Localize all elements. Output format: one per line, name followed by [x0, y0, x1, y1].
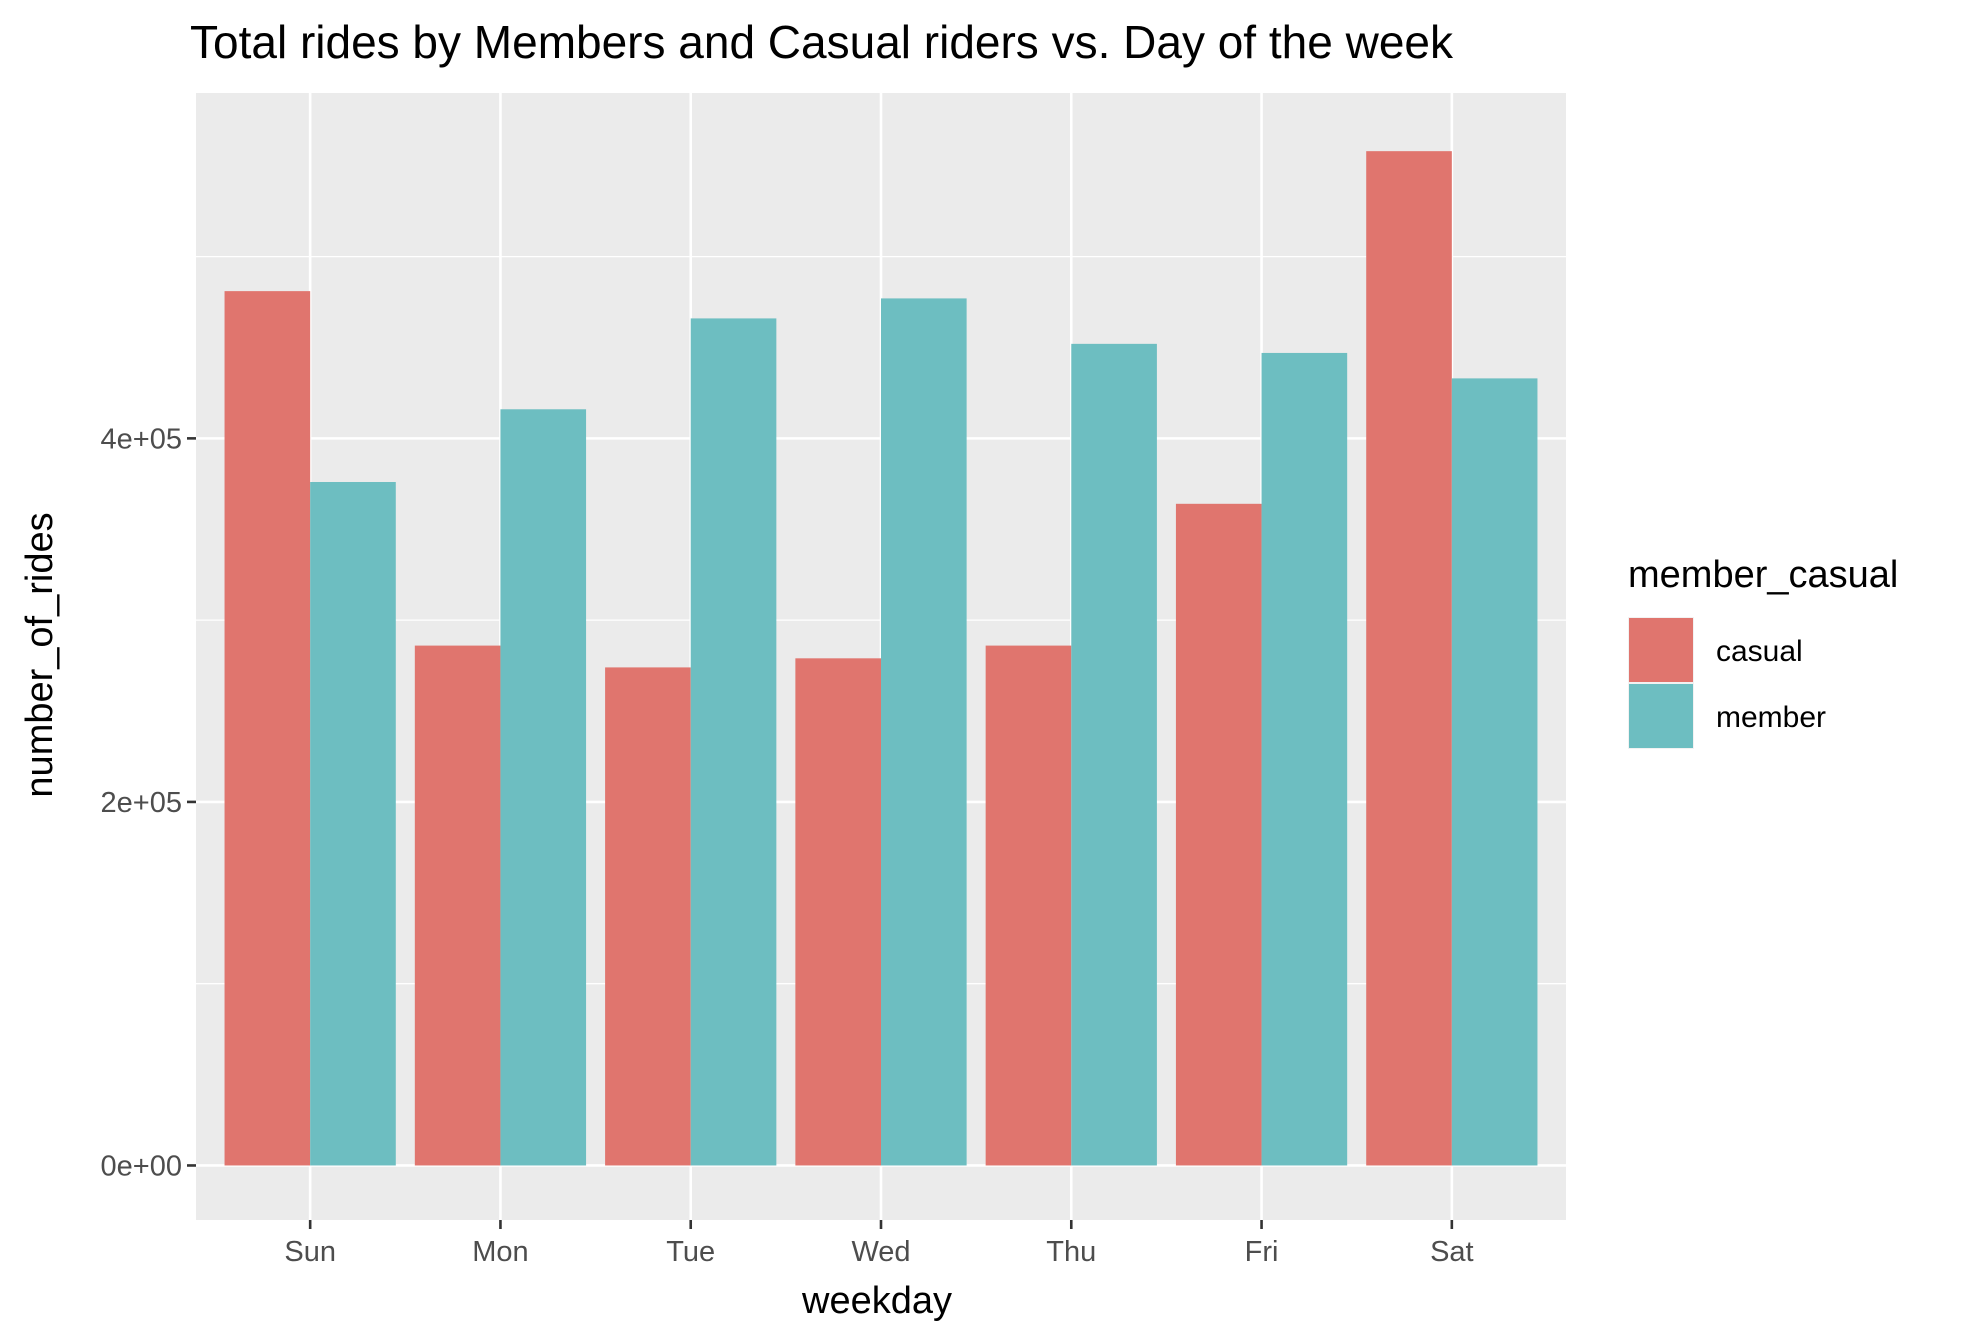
x-tick-label: Tue [666, 1236, 715, 1268]
legend-label-casual: casual [1716, 635, 1803, 668]
bar-casual-thu [985, 645, 1072, 1166]
x-tick-label: Fri [1245, 1236, 1279, 1268]
bar-member-wed [881, 298, 967, 1166]
bar-casual-sat [1366, 151, 1452, 1166]
legend-swatch-member [1629, 684, 1693, 748]
bar-member-sun [310, 481, 396, 1166]
x-axis-title: weekday [801, 1280, 952, 1322]
y-tick-label: 2e+05 [101, 787, 182, 819]
chart-title: Total rides by Members and Casual riders… [190, 16, 1454, 68]
legend-swatch-casual [1629, 618, 1693, 682]
bar-member-tue [690, 318, 777, 1166]
y-axis: 0e+00 2e+05 4e+05 [101, 423, 196, 1182]
bar-casual-wed [795, 658, 881, 1166]
x-tick-label: Sun [284, 1236, 336, 1268]
legend-title: member_casual [1628, 554, 1898, 596]
bar-casual-tue [605, 667, 691, 1166]
bar-casual-sun [224, 291, 311, 1166]
legend: member_casual casual member [1628, 554, 1898, 749]
x-tick-label: Sat [1430, 1236, 1474, 1268]
x-tick-label: Mon [472, 1236, 528, 1268]
bars-group [224, 151, 1538, 1166]
y-tick-label: 0e+00 [101, 1150, 182, 1182]
bar-member-mon [500, 409, 587, 1166]
bar-member-fri [1261, 352, 1348, 1166]
bar-casual-fri [1175, 503, 1262, 1166]
y-axis-title: number_of_rides [19, 512, 61, 797]
bar-member-sat [1451, 378, 1538, 1166]
legend-label-member: member [1716, 701, 1826, 734]
x-tick-label: Thu [1046, 1236, 1096, 1268]
bar-member-thu [1071, 343, 1157, 1166]
x-axis: Sun Mon Tue Wed Thu Fri Sat [284, 1220, 1474, 1268]
bar-casual-mon [414, 645, 501, 1166]
x-tick-label: Wed [851, 1236, 910, 1268]
y-tick-label: 4e+05 [101, 423, 182, 455]
